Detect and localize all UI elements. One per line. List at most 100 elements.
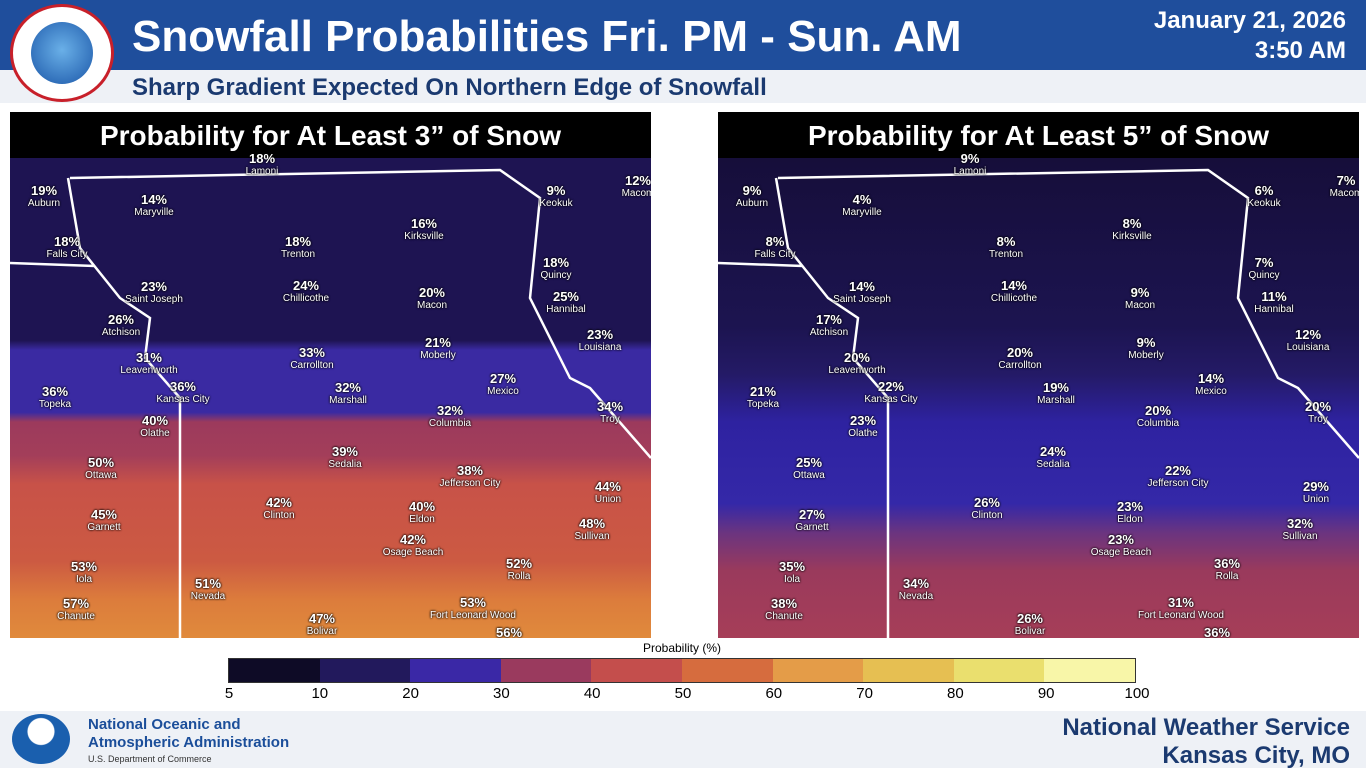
city-label: 6% Keokuk: [1247, 184, 1280, 210]
probability-value: 20%: [418, 285, 446, 300]
probability-value: 9%: [546, 183, 566, 198]
probability-value: 4%: [852, 192, 872, 207]
city-label: 9% Lamoni: [954, 152, 987, 178]
city-name: Macom: [621, 188, 651, 199]
probability-value: 20%: [1304, 399, 1332, 414]
city-name: Olathe: [848, 428, 878, 439]
legend-tick: 5: [224, 685, 234, 702]
city-label: 39% Sedalia: [328, 445, 361, 471]
city-name: Osage Beach: [382, 547, 444, 558]
probability-value: 14%: [140, 192, 168, 207]
city-name: Keokuk: [1247, 198, 1281, 209]
city-label: 18% Trenton: [281, 235, 315, 261]
city-label: 23% Saint Joseph: [125, 280, 183, 306]
footer-bar: [0, 711, 1366, 768]
city-name: Keokuk: [539, 198, 573, 209]
city-name: Union: [594, 494, 622, 505]
city-label: 23% Eldon: [1117, 500, 1143, 526]
city-label: 44% Union: [595, 480, 621, 506]
probability-value: 26%: [107, 312, 135, 327]
city-label: 20% Columbia: [1137, 404, 1179, 430]
legend-title: Probability (%): [642, 641, 722, 655]
city-name: Jefferson City: [1147, 478, 1209, 489]
header-bar: [0, 0, 1366, 70]
city-name: Macom: [1329, 188, 1359, 199]
city-label: 56%: [496, 626, 522, 638]
city-name: Hannibal: [546, 304, 586, 315]
city-name: Trenton: [988, 249, 1024, 260]
city-label: 25% Hannibal: [546, 290, 585, 316]
city-name: Macon: [1124, 300, 1156, 311]
city-label: 8% Trenton: [989, 235, 1023, 261]
probability-value: 16%: [410, 216, 438, 231]
probability-value: 40%: [141, 413, 169, 428]
city-label: 42% Osage Beach: [383, 533, 444, 559]
probability-value: 20%: [1144, 403, 1172, 418]
city-name: Topeka: [38, 399, 72, 410]
city-label: 50% Ottawa: [85, 456, 117, 482]
city-name: Sullivan: [1282, 531, 1318, 542]
city-label: 40% Eldon: [409, 500, 435, 526]
city-label: 24% Sedalia: [1036, 445, 1069, 471]
city-label: 31% Fort Leonard Wood: [1138, 596, 1224, 622]
probability-value: 40%: [408, 499, 436, 514]
probability-value: 57%: [62, 596, 90, 611]
legend-swatch: [591, 659, 682, 682]
probability-value: 32%: [334, 380, 362, 395]
city-label: 57% Chanute: [57, 597, 95, 623]
city-label: 38% Jefferson City: [440, 464, 501, 490]
probability-value: 53%: [70, 559, 98, 574]
city-name: Marshall: [1037, 395, 1075, 406]
legend-tick: 90: [1037, 685, 1055, 702]
city-label: 32% Marshall: [329, 381, 367, 407]
city-name: Atchison: [101, 327, 141, 338]
probability-value: 14%: [848, 279, 876, 294]
probability-value: 32%: [436, 403, 464, 418]
city-name: Iola: [75, 574, 93, 585]
probability-value: 11%: [1261, 289, 1287, 304]
city-label: 24% Chillicothe: [283, 279, 329, 305]
city-name: Sullivan: [574, 531, 610, 542]
color-legend: [228, 658, 1136, 683]
city-label: 23% Louisiana: [579, 328, 622, 354]
city-label: 38% Chanute: [765, 597, 803, 623]
office-name: National Weather Service Kansas City, MO: [1062, 714, 1350, 770]
probability-value: 23%: [849, 413, 877, 428]
city-label: 26% Clinton: [971, 496, 1002, 522]
probability-value: 50%: [87, 455, 115, 470]
probability-value: 27%: [798, 507, 826, 522]
legend-tick: 60: [765, 685, 783, 702]
probability-value: 47%: [308, 611, 336, 626]
city-label: 47% Bolivar: [307, 612, 338, 638]
page-subtitle: Sharp Gradient Expected On Northern Edge…: [132, 74, 767, 101]
probability-value: 35%: [778, 559, 806, 574]
city-name: Troy: [600, 414, 620, 425]
probability-value: 9%: [742, 183, 762, 198]
legend-tick: 80: [947, 685, 964, 702]
issue-time: 3:50 AM: [1254, 37, 1346, 64]
probability-value: 21%: [424, 335, 452, 350]
probability-value: 36%: [1213, 556, 1241, 571]
probability-value: 18%: [53, 234, 81, 249]
legend-tick: 10: [311, 685, 329, 702]
city-name: Troy: [1308, 414, 1328, 425]
city-name: Saint Joseph: [125, 294, 183, 305]
city-name: Iola: [783, 574, 801, 585]
city-label: 26% Bolivar: [1015, 612, 1046, 638]
city-label: 33% Carrollton: [290, 346, 333, 372]
city-name: Ottawa: [793, 470, 825, 481]
probability-value: 25%: [552, 289, 580, 304]
probability-value: 7%: [1254, 255, 1274, 270]
map-title: Probability for At Least 3” of Snow: [10, 112, 651, 158]
probability-value: 23%: [1107, 532, 1135, 547]
city-label: 36% Topeka: [39, 385, 71, 411]
city-label: 20% Carrollton: [998, 346, 1041, 372]
probability-value: 26%: [1016, 611, 1044, 626]
probability-value: 51%: [194, 576, 222, 591]
city-label: 32% Sullivan: [1282, 517, 1317, 543]
city-label: 11% Hannibal: [1254, 290, 1293, 316]
city-name: Moberly: [420, 350, 456, 361]
probability-value: 8%: [765, 234, 785, 249]
probability-value: 9%: [960, 151, 980, 166]
city-name: Falls City: [46, 249, 88, 260]
